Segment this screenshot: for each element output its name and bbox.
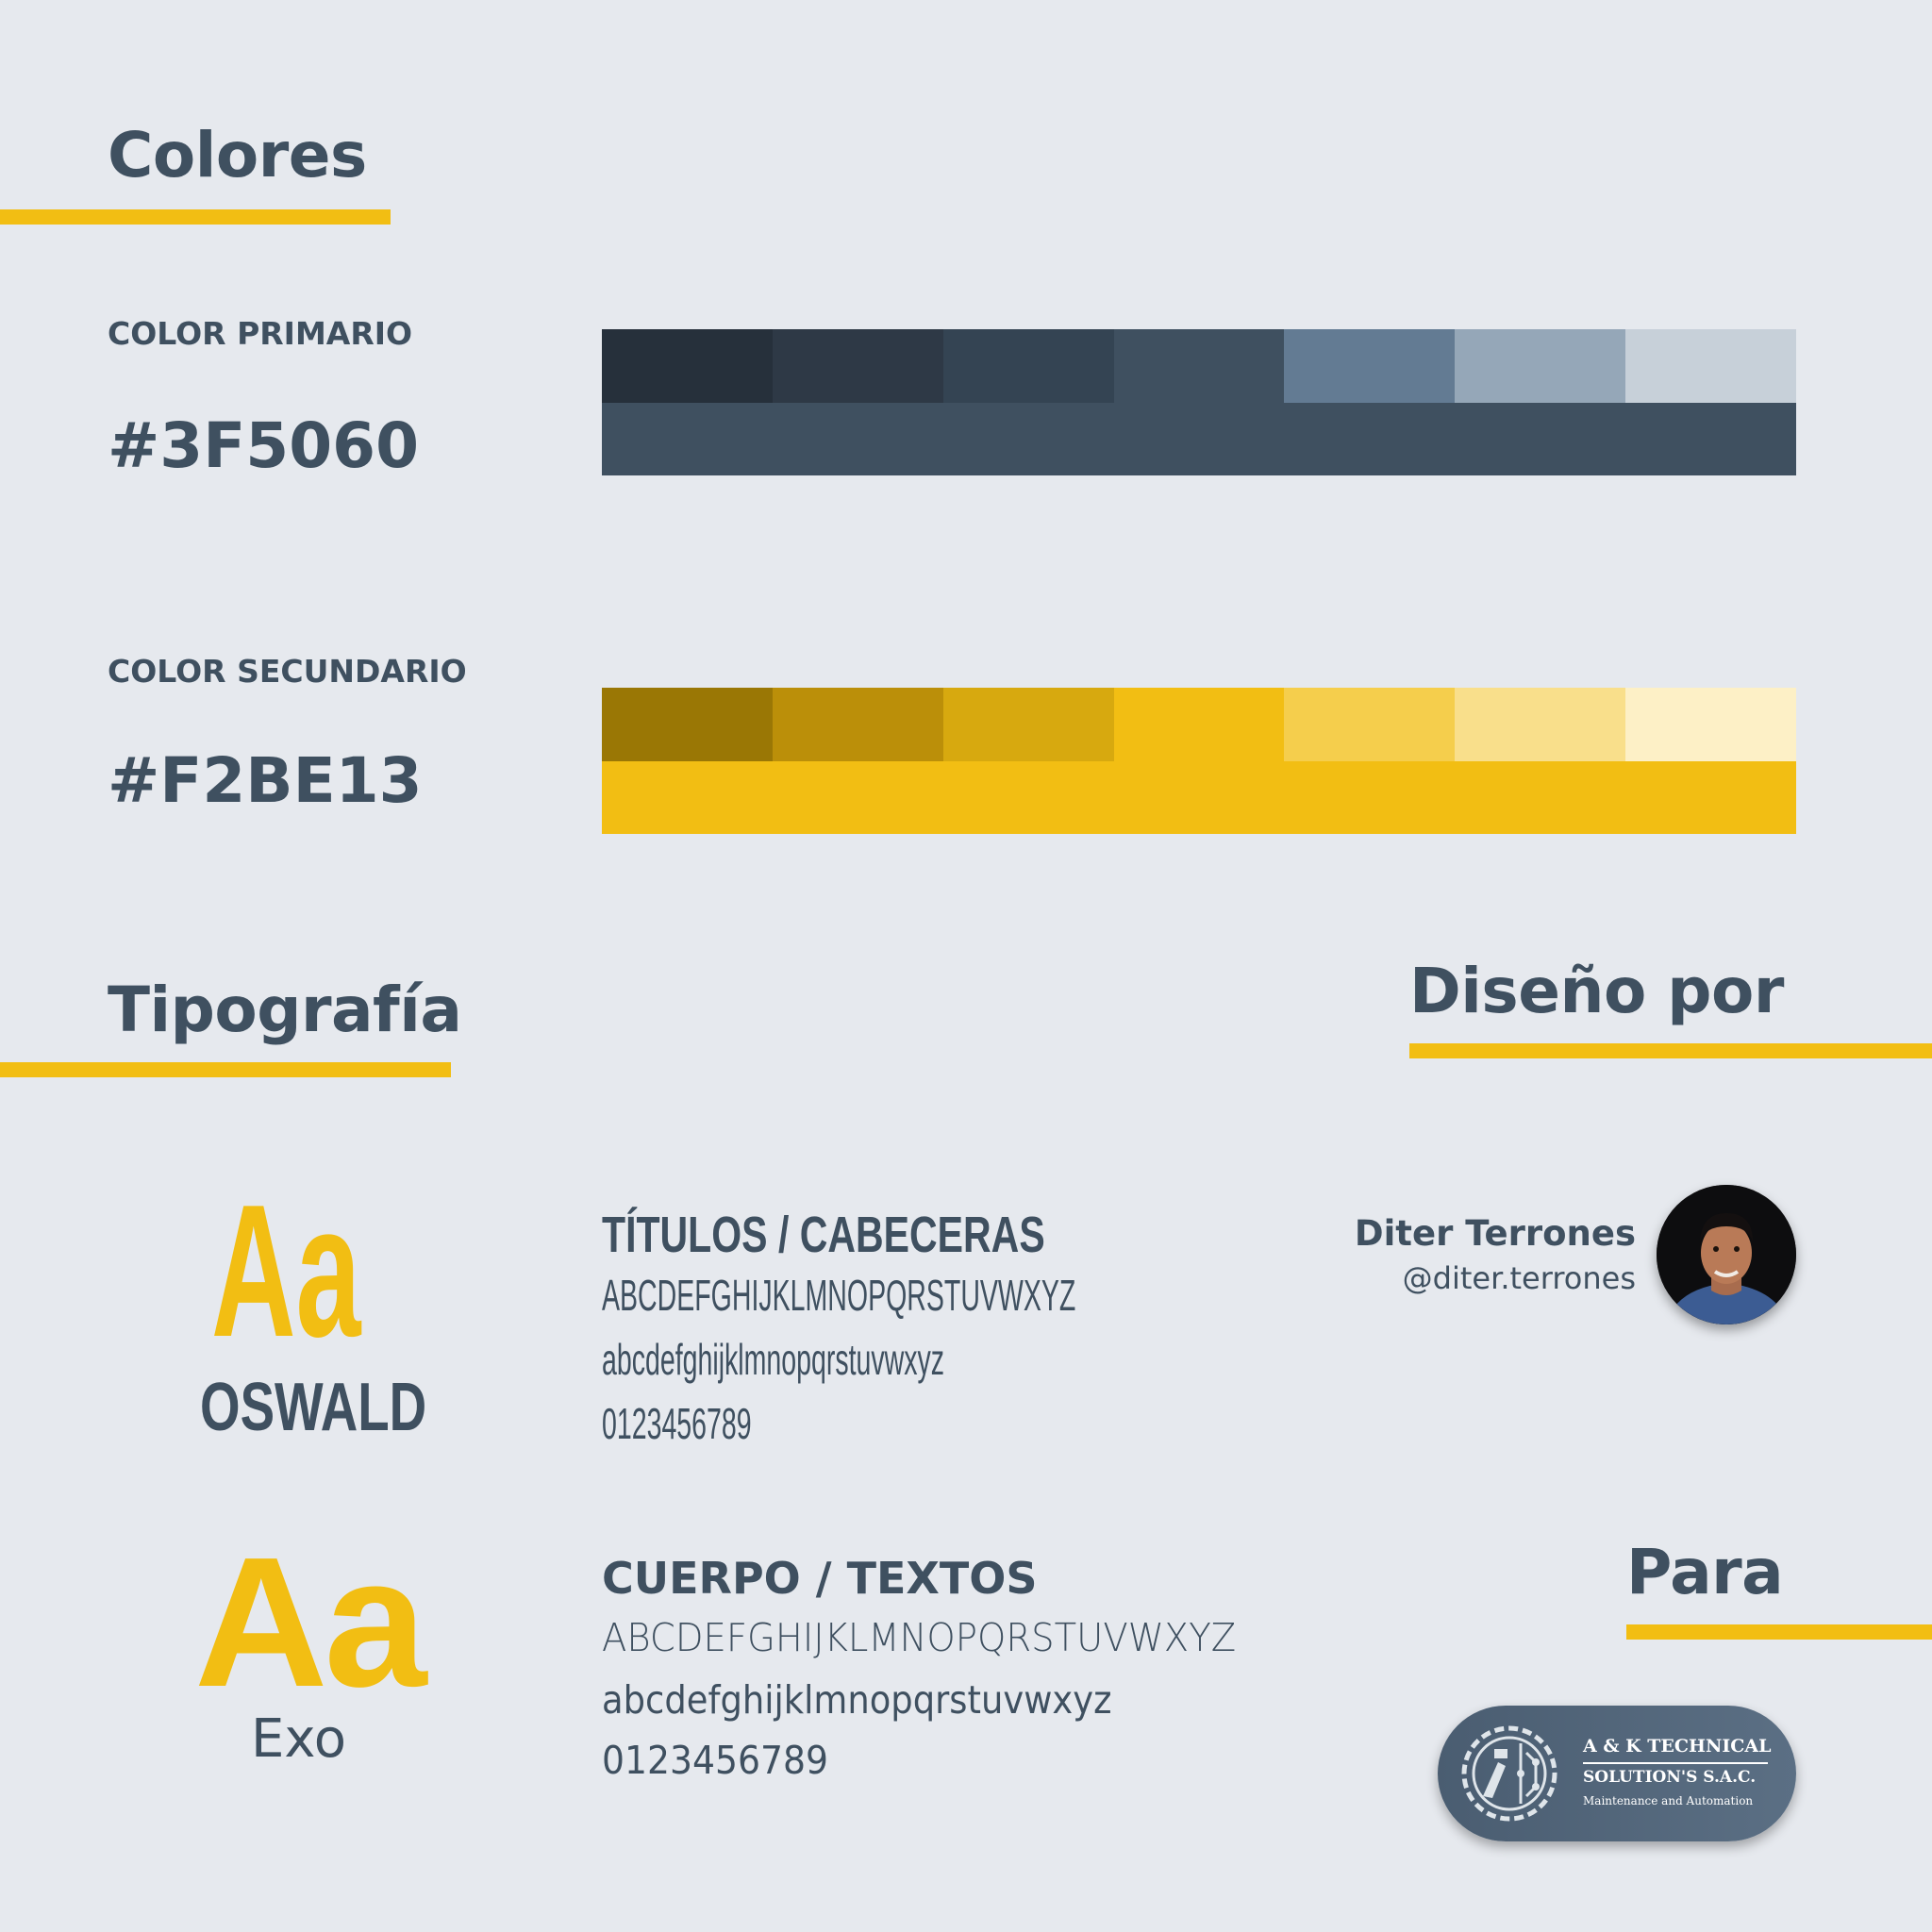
primary-color-label: COLOR PRIMARIO [108,315,413,352]
colores-heading: Colores [108,119,367,192]
exo-font-name: Exo [251,1708,347,1770]
oswald-digits: 0123456789 [602,1399,752,1448]
designer-avatar [1657,1185,1796,1324]
primary-shade-swatch-1 [602,329,773,403]
primary-shade-swatch-7 [1625,329,1797,403]
secondary-shade-swatch-4 [1113,688,1285,761]
exo-digits: 0123456789 [602,1738,828,1783]
primary-shade-swatch-2 [772,329,943,403]
client-logo: A & K TECHNICAL SOLUTION'S S.A.C. Mainte… [1438,1706,1796,1841]
disenio-por-heading: Diseño por [1409,955,1784,1027]
designer-name: Diter Terrones [1354,1213,1636,1254]
tipografia-underline [0,1062,451,1077]
secondary-shade-swatch-6 [1455,688,1626,761]
secondary-palette [602,688,1797,834]
primary-color-hex: #3F5060 [108,409,419,482]
primary-shade-swatch-6 [1455,329,1626,403]
primary-shade-swatch-3 [942,329,1114,403]
gear-circuit-icon [1461,1725,1557,1822]
secondary-shade-swatch-7 [1625,688,1797,761]
secondary-shade-swatch-1 [602,688,773,761]
para-heading: Para [1626,1536,1784,1608]
disenio-por-underline [1409,1043,1932,1058]
oswald-lowercase: abcdefghijklmnopqrstuvwxyz [602,1335,945,1384]
secondary-color-label: COLOR SECUNDARIO [108,653,467,690]
secondary-shade-swatch-3 [942,688,1114,761]
designer-handle[interactable]: @diter.terrones [1402,1260,1636,1296]
tipografia-heading: Tipografía [108,974,462,1046]
secondary-color-hex: #F2BE13 [108,744,423,817]
exo-lowercase: abcdefghijklmnopqrstuvwxyz [602,1677,1112,1723]
oswald-uppercase: ABCDEFGHIJKLMNOPQRSTUVWXYZ [602,1271,1076,1320]
oswald-sample: Aa [211,1166,361,1376]
secondary-shade-swatch-2 [772,688,943,761]
exo-uppercase: ABCDEFGHIJKLMNOPQRSTUVWXYZ [602,1615,1237,1660]
oswald-font-name: OSWALD [200,1370,427,1445]
logo-line3: Maintenance and Automation [1583,1794,1754,1807]
exo-heading: CUERPO / TEXTOS [602,1553,1038,1604]
logo-line1: A & K TECHNICAL [1583,1736,1772,1757]
logo-divider [1583,1762,1768,1764]
logo-line2: SOLUTION'S S.A.C. [1583,1768,1757,1787]
primary-palette [602,329,1797,475]
exo-sample: Aa [194,1519,427,1725]
para-underline [1626,1624,1932,1640]
secondary-shade-swatch-5 [1284,688,1456,761]
secondary-main-swatch [602,761,1796,834]
oswald-heading: TÍTULOS / CABECERAS [602,1207,1045,1263]
primary-main-swatch [602,403,1796,475]
colores-underline [0,209,391,225]
primary-shade-swatch-5 [1284,329,1456,403]
primary-shade-swatch-4 [1113,329,1285,403]
